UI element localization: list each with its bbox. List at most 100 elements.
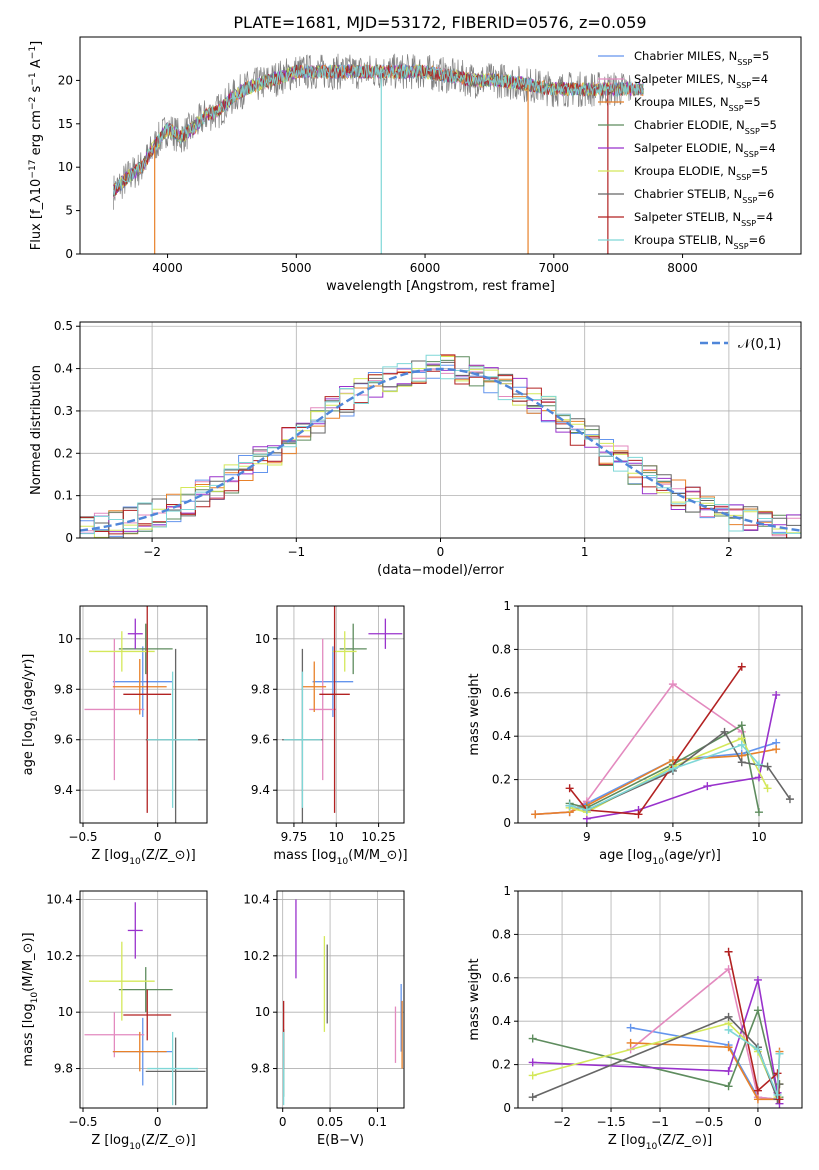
plot-area	[80, 354, 801, 538]
y-tick-label: 0	[65, 247, 73, 261]
label-part: mass [log	[21, 1003, 36, 1066]
data-point-marker	[528, 1071, 537, 1080]
data-point-marker	[634, 810, 643, 819]
y-tick-label: 10.2	[243, 949, 270, 963]
data-point-marker	[565, 801, 574, 810]
y-tick-label: 10.4	[46, 892, 73, 906]
label-part: SSP	[741, 219, 756, 228]
x-tick-label: 9.5	[663, 830, 682, 844]
data-point-marker	[772, 690, 781, 699]
axes-frame	[276, 890, 405, 1109]
x-tick-label: −2	[553, 1115, 571, 1129]
label-part: (Z/Z_⊙)]	[141, 1133, 196, 1148]
axes-overlay: 4000 5000 6000 7000 8000 0 5 10 15 20 wavelength […	[28, 36, 802, 294]
data-point-marker	[737, 740, 746, 749]
x-tick-label: −0.5	[694, 1115, 723, 1129]
label-part: age [log	[21, 722, 36, 775]
x-axis-label: mass [log10(M/M_⊙)]	[273, 848, 407, 867]
axes-frame	[79, 36, 802, 255]
label-part: 10	[337, 857, 349, 867]
data-point-marker	[753, 1086, 762, 1095]
y-tick-label: 0.2	[492, 1058, 511, 1072]
data-point-marker	[531, 810, 540, 819]
data-point-marker	[773, 1069, 782, 1078]
x-tick-label: 9.75	[281, 830, 308, 844]
legend-label: Salpeter MILES, NSSP=4	[634, 72, 768, 90]
label-part: 10	[129, 857, 141, 867]
x-tick-label: 10	[751, 830, 766, 844]
data-point-marker	[668, 680, 677, 689]
y-tick-label: 9.4	[54, 783, 73, 797]
label-part: SSP	[736, 173, 751, 182]
mass-weight-line	[568, 666, 743, 816]
y-tick-label: 0.6	[492, 686, 511, 700]
y-tick-label: 10.4	[243, 892, 270, 906]
data-point-marker	[724, 1025, 733, 1034]
data-point-marker	[626, 1023, 635, 1032]
x-axis-label: Z [log10(Z/Z_⊙)]	[91, 1133, 195, 1152]
data-point-marker	[775, 1095, 784, 1104]
y-tick-label: 0.4	[492, 1014, 511, 1028]
label-part: Kroupa MILES, N	[634, 95, 729, 109]
x-tick-label: 10.25	[361, 830, 395, 844]
y-axis-label: mass weight	[467, 673, 482, 755]
label-part: −1	[28, 46, 38, 59]
label-part: Flux [f_λ10	[29, 179, 44, 251]
data-point-marker	[528, 1034, 537, 1043]
legend-label: Chabrier ELODIE, NSSP=5	[634, 118, 777, 136]
panel-mass-weight-vs-Z: −2 −1.5 −1 −0.5 0 0 0.2 0.4 0.6 0.8 1 Z [log10(Z/Z_…	[467, 884, 803, 1152]
y-tick-label: 15	[58, 117, 73, 131]
label-part: −1	[28, 72, 38, 85]
data-point-marker	[737, 758, 746, 767]
label-part: 10	[652, 857, 664, 867]
y-axis-label: age [log10(age/yr)]	[21, 654, 40, 776]
x-tick-label: 10	[329, 830, 344, 844]
label-part: 10	[129, 1142, 141, 1152]
y-tick-label: 10	[58, 632, 73, 646]
label-part: (Z/Z_⊙)]	[657, 1133, 712, 1148]
y-tick-label: 0.8	[492, 927, 511, 941]
y-axis-label: mass weight	[467, 958, 482, 1040]
label-part: (M/M_⊙)]	[21, 932, 36, 991]
x-axis-label: wavelength [Angstrom, rest frame]	[326, 279, 555, 294]
label-part: (M/M_⊙)]	[348, 848, 407, 863]
x-tick-label: 0.1	[368, 1115, 387, 1129]
y-tick-label: 9.8	[251, 682, 270, 696]
x-tick-label: 0.05	[317, 1115, 344, 1129]
plot-area	[282, 606, 403, 823]
model-spectrum-line	[113, 63, 644, 196]
mass-weight-line	[532, 979, 781, 1104]
y-tick-label: 0.6	[492, 971, 511, 985]
data-point-marker	[754, 808, 763, 817]
x-tick-label: 1	[581, 545, 589, 559]
label-part: =5	[751, 164, 768, 178]
axes-frame	[79, 890, 208, 1109]
x-tick-label: 6000	[410, 261, 441, 275]
data-point-marker	[528, 1058, 537, 1067]
data-point-marker	[753, 1095, 762, 1104]
label-part: Kroupa STELIB, N	[634, 233, 734, 247]
label-part: SSP	[742, 196, 757, 205]
data-point-marker	[753, 975, 762, 984]
label-part: −2	[28, 97, 38, 110]
y-tick-label: 9.8	[251, 1062, 270, 1076]
y-axis-label: mass [log10(M/M_⊙)]	[21, 932, 40, 1066]
y-tick-label: 0.4	[54, 362, 73, 376]
axes-overlay: −2 −1.5 −1 −0.5 0 0 0.2 0.4 0.6 0.8 1 Z [log10(Z/Z_…	[467, 884, 803, 1152]
y-tick-label: 0.4	[492, 729, 511, 743]
label-part: (Z/Z_⊙)]	[141, 848, 196, 863]
y-tick-label: 10	[255, 1005, 270, 1019]
label-part: Normed distribution	[29, 365, 44, 495]
data-point-marker	[528, 1093, 537, 1102]
label-part: 10	[30, 710, 40, 722]
label-part: SSP	[737, 58, 752, 67]
plot-area	[113, 53, 644, 254]
data-point-marker	[763, 762, 772, 771]
legend-label: Kroupa ELODIE, NSSP=5	[634, 164, 768, 182]
y-axis-label: Normed distribution	[29, 365, 44, 495]
label-part: =4	[759, 141, 776, 155]
